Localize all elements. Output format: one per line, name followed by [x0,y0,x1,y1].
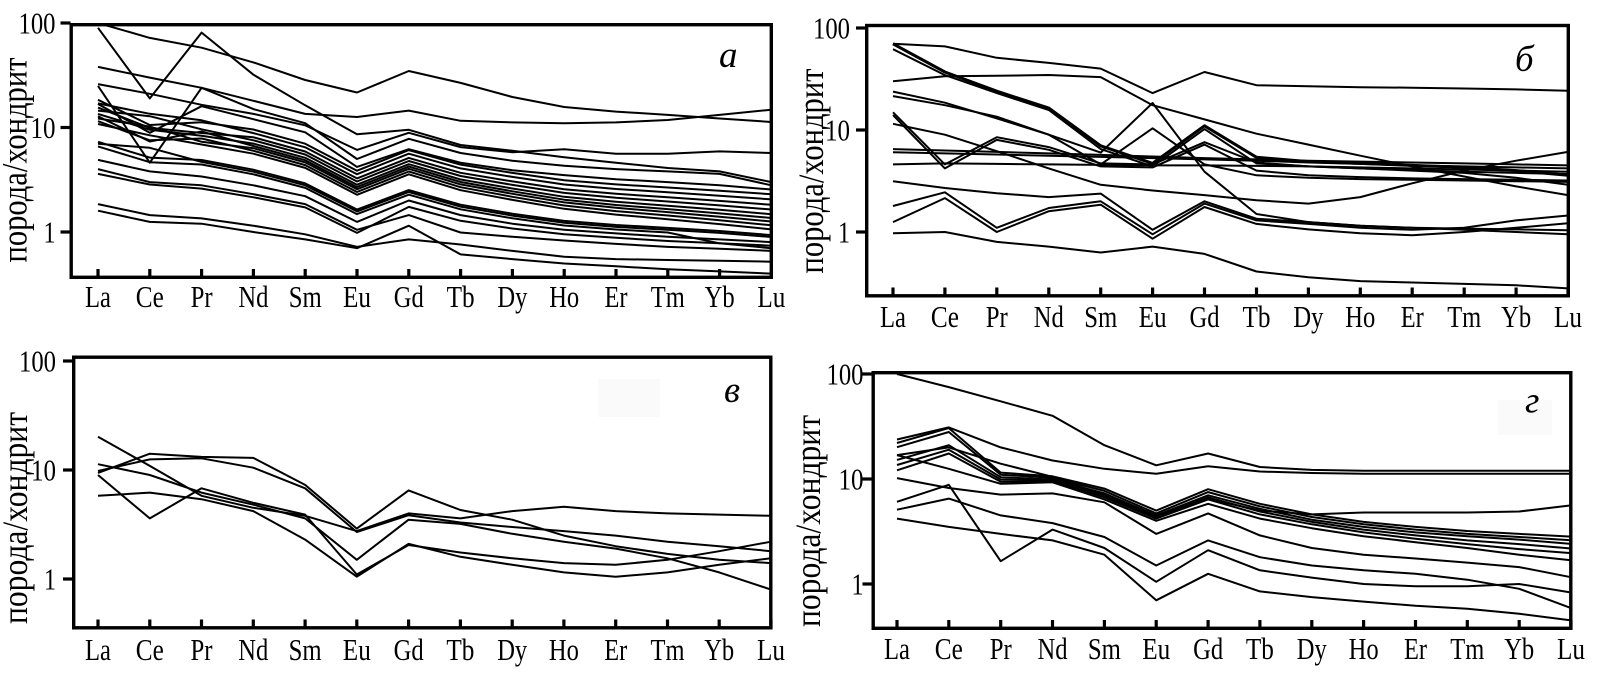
svg-text:10: 10 [839,462,864,497]
svg-text:10: 10 [31,453,56,488]
svg-text:Dy: Dy [497,632,527,667]
svg-text:Eu: Eu [343,279,371,314]
svg-text:Yb: Yb [1504,631,1534,666]
svg-text:г: г [1525,381,1539,422]
svg-text:Sm: Sm [289,632,322,667]
svg-text:Ho: Ho [549,279,579,314]
svg-text:Gd: Gd [1193,631,1223,666]
svg-text:Dy: Dy [497,279,527,314]
svg-text:Tb: Tb [446,632,474,667]
svg-text:1: 1 [44,215,56,250]
svg-text:Ho: Ho [1345,299,1375,334]
svg-text:Gd: Gd [1190,299,1220,334]
svg-text:Eu: Eu [1139,299,1167,334]
svg-text:La: La [85,279,111,314]
svg-text:Yb: Yb [704,632,734,667]
svg-text:Er: Er [605,279,629,314]
svg-text:порода/хондрит: порода/хондрит [788,415,828,627]
svg-text:Ho: Ho [549,632,579,667]
svg-text:Tm: Tm [1447,299,1481,334]
svg-text:Lu: Lu [757,632,785,667]
svg-text:порода/хондрит: порода/хондрит [0,57,35,262]
svg-text:Yb: Yb [1501,299,1531,334]
svg-text:100: 100 [19,6,56,41]
svg-text:1: 1 [838,215,850,250]
svg-text:Ce: Ce [136,279,164,314]
svg-text:Ce: Ce [136,632,164,667]
svg-text:порода/хондрит: порода/хондрит [0,412,35,624]
svg-text:Dy: Dy [1293,299,1323,334]
svg-text:Sm: Sm [1084,299,1117,334]
svg-text:Er: Er [1404,631,1428,666]
svg-text:Ho: Ho [1349,631,1379,666]
svg-text:Tb: Tb [447,279,475,314]
svg-text:Lu: Lu [1557,631,1585,666]
svg-text:Tb: Tb [1243,299,1271,334]
svg-text:Nd: Nd [238,279,268,314]
svg-text:Pr: Pr [990,631,1013,666]
svg-text:Pr: Pr [986,299,1009,334]
svg-text:Eu: Eu [343,632,371,667]
svg-text:Tm: Tm [1450,631,1484,666]
svg-text:Nd: Nd [1038,631,1068,666]
svg-text:Sm: Sm [1088,631,1121,666]
svg-text:Tm: Tm [651,632,685,667]
svg-text:Gd: Gd [394,632,424,667]
svg-text:Pr: Pr [191,632,214,667]
svg-text:Tb: Tb [1246,631,1274,666]
svg-text:Lu: Lu [1554,299,1582,334]
svg-text:Ce: Ce [935,631,963,666]
svg-text:Er: Er [1401,299,1425,334]
svg-text:100: 100 [19,344,56,379]
svg-text:Pr: Pr [191,279,214,314]
svg-text:порода/хондрит: порода/хондрит [791,68,831,273]
svg-text:10: 10 [825,113,850,148]
svg-text:La: La [884,631,910,666]
svg-text:б: б [1515,39,1535,80]
svg-text:Sm: Sm [289,279,322,314]
svg-text:в: в [724,370,740,411]
svg-text:100: 100 [813,11,850,46]
svg-text:Ce: Ce [931,299,959,334]
svg-text:1: 1 [44,562,56,597]
svg-text:Gd: Gd [394,279,424,314]
svg-text:1: 1 [852,567,864,602]
svg-text:100: 100 [827,357,864,392]
svg-text:а: а [719,35,738,76]
svg-text:10: 10 [31,110,56,145]
svg-text:Tm: Tm [651,279,685,314]
svg-text:Nd: Nd [238,632,268,667]
svg-text:Yb: Yb [705,279,735,314]
svg-text:La: La [85,632,111,667]
svg-text:La: La [880,299,906,334]
svg-text:Nd: Nd [1034,299,1064,334]
svg-text:Dy: Dy [1297,631,1327,666]
svg-text:Er: Er [604,632,628,667]
svg-text:Eu: Eu [1142,631,1170,666]
svg-text:Lu: Lu [757,279,785,314]
